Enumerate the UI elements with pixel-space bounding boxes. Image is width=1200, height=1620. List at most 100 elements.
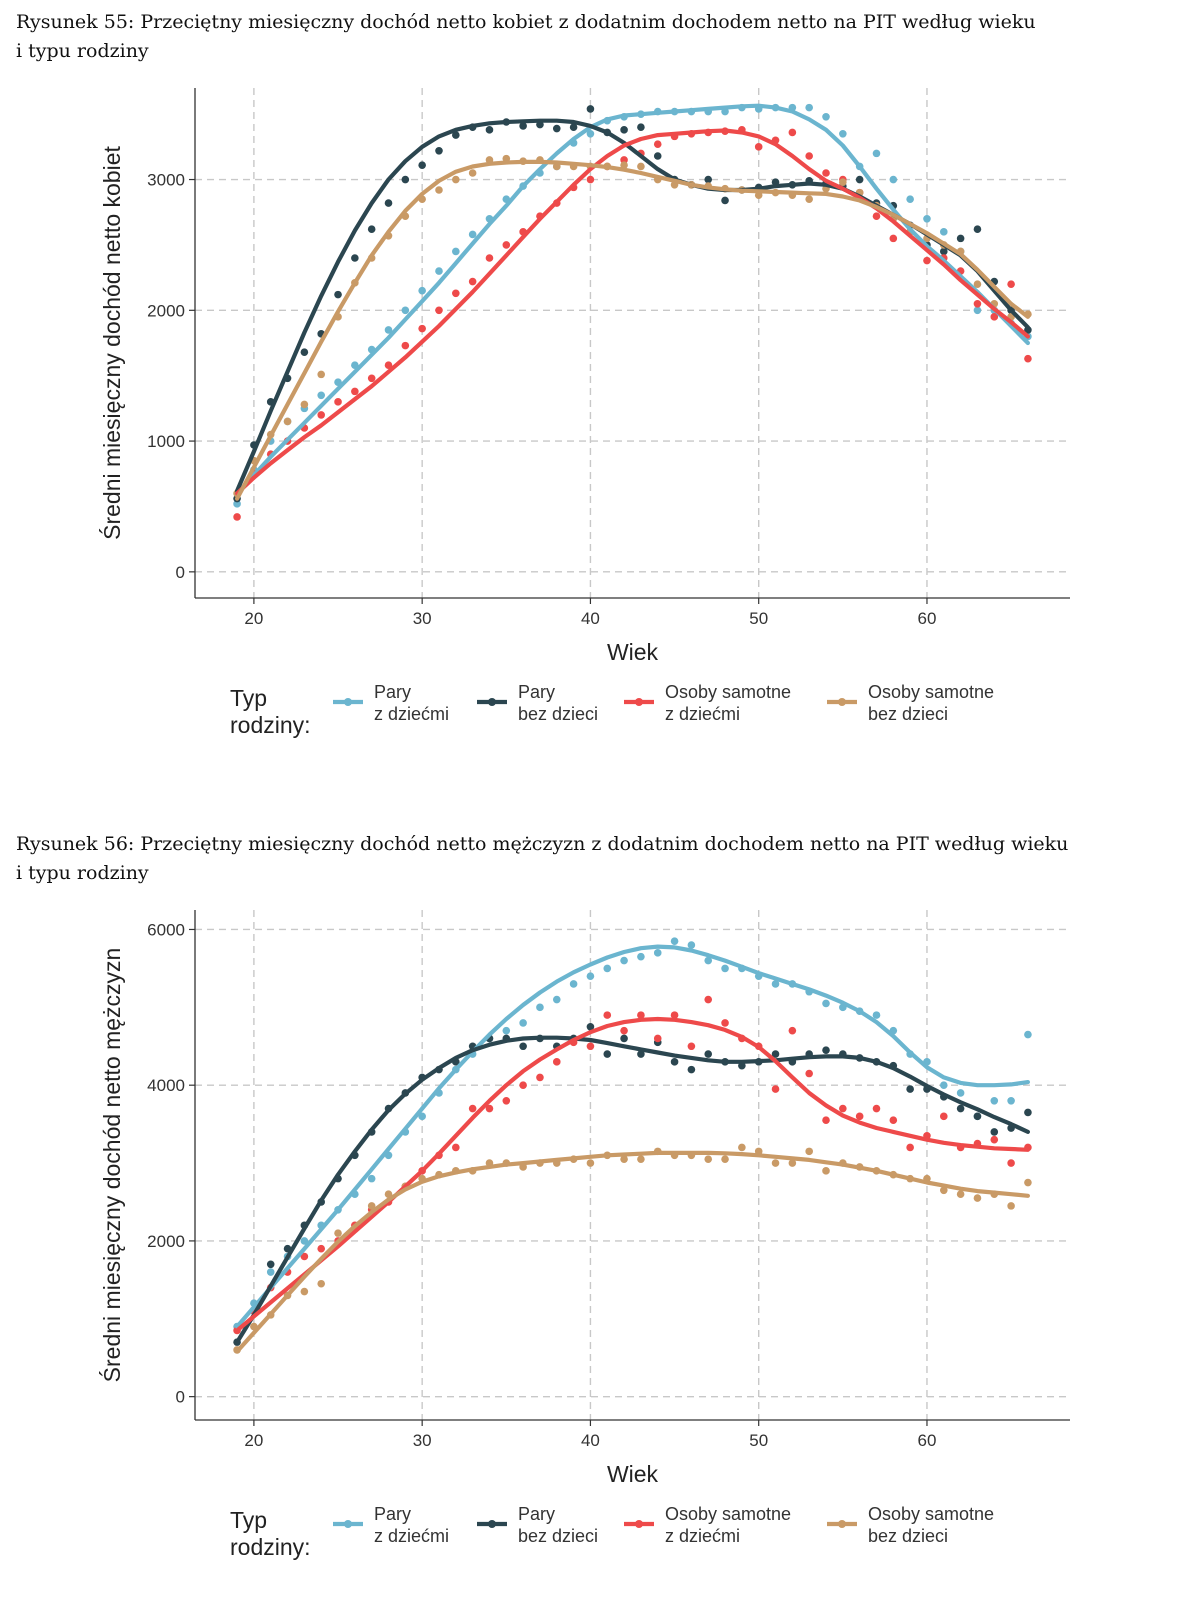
data-point [822,112,830,121]
data-point [552,995,561,1004]
data-point [1024,354,1032,363]
series [233,105,1032,503]
data-point [906,1143,914,1152]
data-point [334,398,342,406]
data-point [485,1104,494,1113]
data-point [704,175,713,184]
series-line [235,1035,1030,1345]
series [233,154,1032,498]
legend-label: Pary [374,682,411,702]
data-point [452,1143,460,1152]
legend-title: Typ [230,1507,267,1533]
data-point [805,152,813,160]
data-point [367,1174,376,1183]
data-point [485,126,494,134]
data-point [468,277,477,286]
chart-men-income: 20 30 40 50 60 0 2000 4000 6000 Wiek Średni miesię… [0,900,1200,1620]
data-point [788,1026,797,1035]
caption-line: Rysunek 55: Przeciętny miesięczny dochód… [16,11,1036,33]
legend-label: Pary [374,1504,411,1524]
data-point [805,195,813,203]
data-point [401,306,410,315]
data-point [637,952,645,961]
legend-label: Osoby samotne [665,682,791,702]
data-point [418,161,426,169]
data-point [334,1229,342,1237]
data-point [939,1112,948,1121]
data-point [569,980,578,988]
data-point [233,513,241,521]
data-point [586,1159,595,1167]
data-point [973,1112,982,1121]
data-point [822,1046,830,1054]
data-point [586,105,595,113]
x-axis-title: Wiek [607,639,659,665]
chart-women-income: 20 30 40 50 60 0 1000 2000 3000 Wiek Średni miesię… [0,78,1200,798]
data-point [334,290,342,299]
data-point [956,234,965,243]
data-point [620,1034,628,1043]
x-tick-label: 50 [749,609,768,628]
data-point [519,122,527,130]
data-point [351,254,359,262]
data-point [923,214,931,223]
data-point [1007,1159,1015,1167]
data-point [670,937,679,945]
data-point [300,1237,309,1245]
data-point [939,228,948,236]
data-point [620,1155,628,1163]
data-point [906,195,914,203]
data-point [401,341,410,350]
data-point [452,175,460,184]
data-point [855,175,864,184]
data-point [973,299,982,308]
data-point [956,1190,965,1198]
data-point [822,1116,830,1125]
series [233,1143,1032,1354]
legend-label: bez dzieci [868,1526,948,1546]
data-point [687,1065,696,1074]
data-point [872,149,881,158]
data-point [771,1085,780,1093]
data-point [367,374,376,383]
data-point [939,1081,948,1089]
data-point [351,387,359,396]
data-point [300,400,309,409]
data-point [754,143,763,151]
data-point [1007,280,1015,288]
data-point [653,140,662,149]
data-point [452,131,460,139]
data-point [519,1042,527,1051]
data-point [435,146,443,155]
data-point [317,391,326,400]
legend-key-dot [838,698,846,706]
data-point [973,225,982,234]
data-point [822,1167,830,1175]
data-point [990,313,999,321]
data-point [939,1186,948,1195]
data-point [653,1034,662,1043]
data-point [266,1268,275,1276]
data-point [637,1011,645,1019]
x-tick-label: 30 [413,1431,432,1450]
legend-label: Pary [518,1504,555,1524]
data-point [771,1159,780,1167]
y-tick-label: 0 [176,1388,185,1407]
data-point [435,267,443,275]
data-point [771,1050,780,1058]
x-tick-label: 40 [581,1431,600,1450]
data-point [452,289,460,298]
legend-label: bez dzieci [518,1526,598,1546]
data-point [401,175,410,184]
data-point [283,417,292,426]
legend-title: Typ [230,685,267,711]
data-point [637,162,645,171]
data-point [771,980,780,988]
series-line [235,128,1030,496]
legend-label: z dziećmi [374,704,449,724]
figure-caption: Rysunek 56: Przeciętny miesięczny dochód… [16,830,1186,888]
